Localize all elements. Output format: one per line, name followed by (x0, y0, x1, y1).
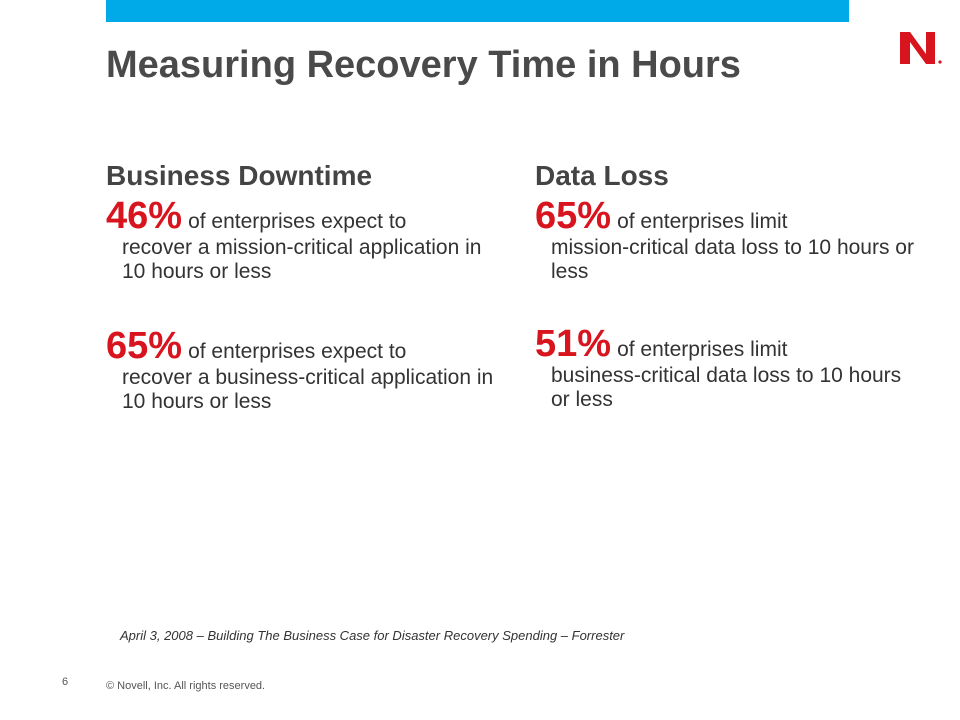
stat-item: 46% of enterprises expect to recover a mi… (106, 196, 506, 284)
stat-percent: 65% (106, 325, 183, 367)
stat-lead-text: of enterprises expect to (188, 340, 407, 363)
stat-percent: 65% (535, 195, 612, 237)
business-downtime-column: Business Downtime 46% of enterprises expe… (106, 160, 506, 414)
stat-description: recover a mission-critical application i… (122, 236, 482, 283)
source-citation: April 3, 2008 – Building The Business Ca… (120, 628, 625, 643)
stat-item: 65% of enterprises expect to recover a bu… (106, 326, 506, 414)
stat-item: 65% of enterprises limit mission-critical… (535, 196, 915, 284)
copyright-notice: © Novell, Inc. All rights reserved. (106, 680, 266, 692)
column-heading: Business Downtime (106, 160, 373, 191)
stat-item: 51% of enterprises limit business-critica… (535, 324, 915, 412)
stat-percent: 46% (106, 195, 183, 237)
stat-percent: 51% (535, 323, 612, 365)
stat-lead-text: of enterprises limit (617, 210, 788, 233)
column-heading: Data Loss (535, 160, 669, 191)
stat-lead-text: of enterprises limit (617, 338, 788, 361)
novell-n-logo-icon (900, 32, 942, 64)
page-number: 6 (62, 676, 69, 688)
page-title: Measuring Recovery Time in Hours (106, 44, 741, 86)
stat-description: mission-critical data loss to 10 hours o… (551, 236, 914, 283)
data-loss-column: Data Loss 65% of enterprises limit missio… (535, 160, 915, 412)
stat-lead-text: of enterprises expect to (188, 210, 407, 233)
top-accent-bar (106, 0, 849, 22)
stat-description: business-critical data loss to 10 hours … (551, 364, 902, 411)
stat-description: recover a business-critical application … (122, 366, 494, 413)
